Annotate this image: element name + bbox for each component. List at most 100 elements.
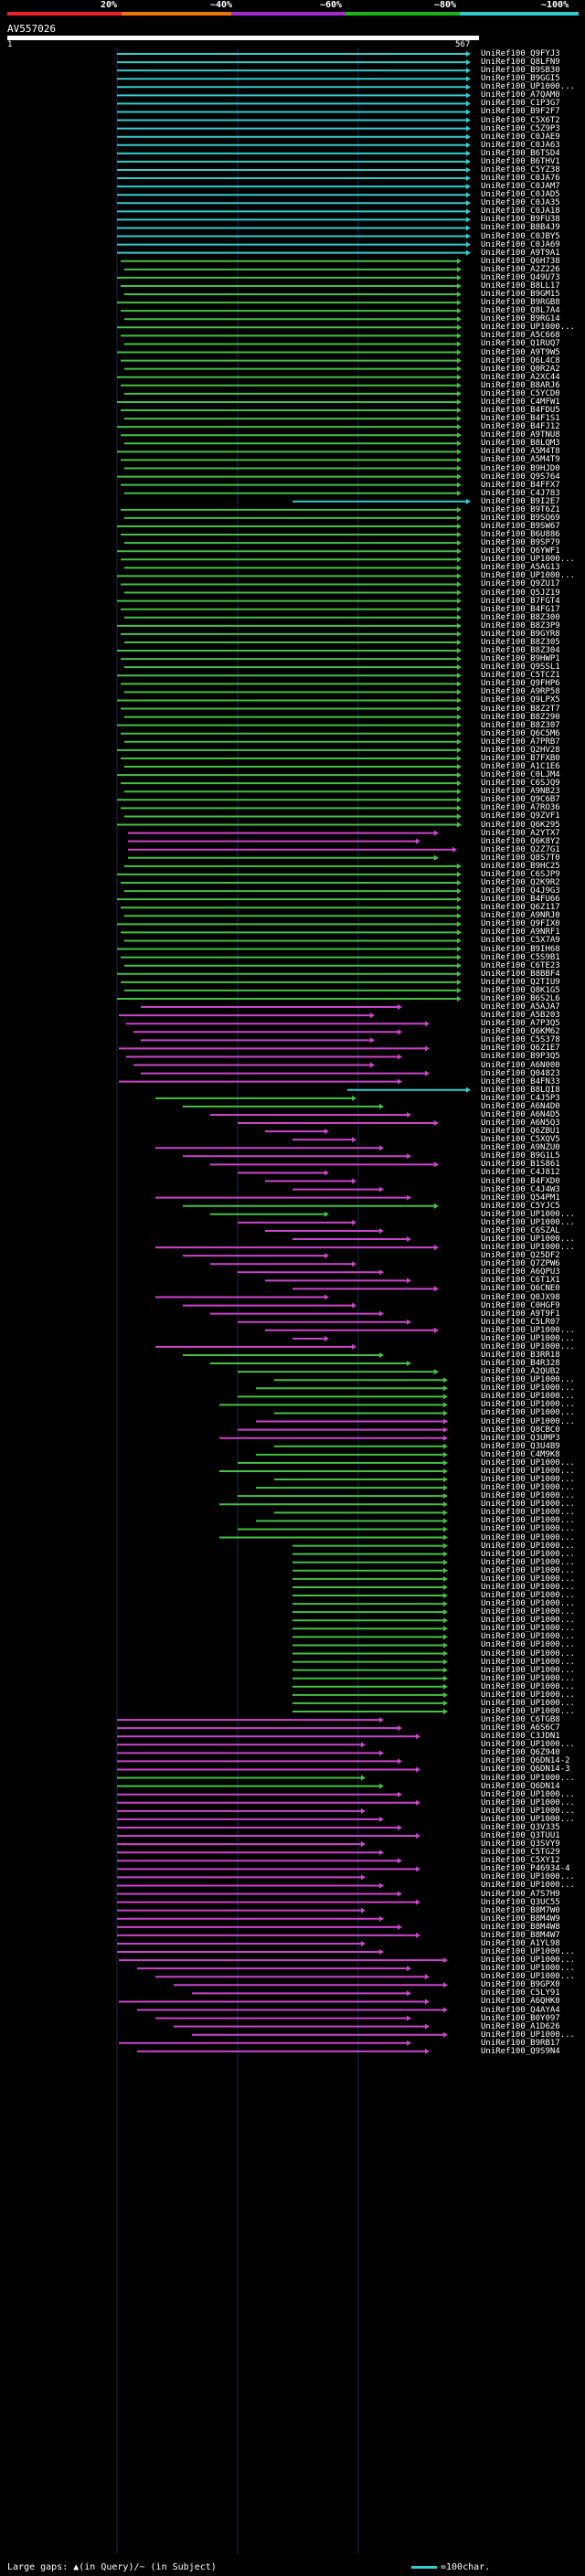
hit-label[interactable]: UniRef100_UP1000... <box>481 82 575 92</box>
hit-label[interactable]: UniRef100_B9RG14 <box>481 314 560 324</box>
hit-label[interactable]: UniRef100_A7RO36 <box>481 803 560 813</box>
hit-label[interactable]: UniRef100_C1P3G7 <box>481 99 560 109</box>
hit-label[interactable]: UniRef100_A2YTX7 <box>481 828 560 838</box>
hit-label[interactable]: UniRef100_Q9ZU17 <box>481 579 560 589</box>
hit-label[interactable]: UniRef100_C6TGB8 <box>481 1715 560 1725</box>
hit-label[interactable]: UniRef100_UP1000... <box>481 323 575 333</box>
hit-label[interactable]: UniRef100_A2Z226 <box>481 264 560 274</box>
hit-label[interactable]: UniRef100_A6N5Q3 <box>481 1118 560 1129</box>
hit-label[interactable]: UniRef100_Q3TUU1 <box>481 1831 560 1841</box>
hit-label[interactable]: UniRef100_Q6Z940 <box>481 1748 560 1758</box>
hit-label[interactable]: UniRef100_A6QPU3 <box>481 1267 560 1277</box>
hit-label[interactable]: UniRef100_B4FU66 <box>481 895 560 905</box>
hit-label[interactable]: UniRef100_C5YZ38 <box>481 164 560 175</box>
hit-label[interactable]: UniRef100_A6N000 <box>481 1060 560 1070</box>
hit-label[interactable]: UniRef100_Q2TIU9 <box>481 977 560 987</box>
hit-label[interactable]: UniRef100_Q3UMP3 <box>481 1433 560 1443</box>
hit-label[interactable]: UniRef100_Q54PM1 <box>481 1193 560 1203</box>
hit-label[interactable]: UniRef100_C5LY91 <box>481 1988 560 1998</box>
hit-label[interactable]: UniRef100_Q3U4B9 <box>481 1441 560 1451</box>
hit-label[interactable]: UniRef100_B8M7W0 <box>481 1905 560 1915</box>
hit-label[interactable]: UniRef100_C4M9K8 <box>481 1449 560 1459</box>
hit-label[interactable]: UniRef100_Q0JX98 <box>481 1292 560 1302</box>
hit-label[interactable]: UniRef100_UP1000... <box>481 1524 575 1534</box>
hit-label[interactable]: UniRef100_Q6L4C8 <box>481 355 560 366</box>
hit-label[interactable]: UniRef100_Q8LFN9 <box>481 58 560 68</box>
hit-label[interactable]: UniRef100_Q9S764 <box>481 472 560 482</box>
hit-label[interactable]: UniRef100_C5S9B1 <box>481 952 560 962</box>
hit-label[interactable]: UniRef100_A9TNU8 <box>481 430 560 440</box>
hit-label[interactable]: UniRef100_Q04823 <box>481 1068 560 1078</box>
hit-label[interactable]: UniRef100_Q49U73 <box>481 272 560 282</box>
hit-label[interactable]: UniRef100_Q9FIX0 <box>481 919 560 929</box>
hit-label[interactable]: UniRef100_UP1000... <box>481 1235 575 1244</box>
hit-label[interactable]: UniRef100_UP1000... <box>481 1341 575 1352</box>
hit-label[interactable]: UniRef100_UP1000... <box>481 1383 575 1394</box>
hit-label[interactable]: UniRef100_A5M4T8 <box>481 447 560 457</box>
hit-label[interactable]: UniRef100_UP1000... <box>481 1964 575 1974</box>
hit-label[interactable]: UniRef100_A9T9A1 <box>481 248 560 258</box>
hit-label[interactable]: UniRef100_Q6K8Y2 <box>481 836 560 846</box>
hit-label[interactable]: UniRef100_Q8K1G5 <box>481 985 560 995</box>
hit-label[interactable]: UniRef100_B9HJD0 <box>481 463 560 473</box>
hit-label[interactable]: UniRef100_A6QHK0 <box>481 1997 560 2007</box>
hit-label[interactable]: UniRef100_UP1000... <box>481 2030 575 2040</box>
hit-label[interactable]: UniRef100_UP1000... <box>481 1516 575 1526</box>
hit-label[interactable]: UniRef100_Q6ZBU1 <box>481 1127 560 1137</box>
hit-label[interactable]: UniRef100_UP1000... <box>481 1408 575 1418</box>
hit-label[interactable]: UniRef100_B3RR18 <box>481 1350 560 1360</box>
hit-label[interactable]: UniRef100_C4J4W3 <box>481 1184 560 1194</box>
hit-label[interactable]: UniRef100_UP1000... <box>481 1392 575 1402</box>
hit-label[interactable]: UniRef100_C0LJM4 <box>481 770 560 780</box>
hit-label[interactable]: UniRef100_UP1000... <box>481 1333 575 1343</box>
hit-label[interactable]: UniRef100_C0JAD5 <box>481 190 560 200</box>
hit-label[interactable]: UniRef100_Q2Z7G1 <box>481 844 560 854</box>
hit-label[interactable]: UniRef100_C5YCD0 <box>481 388 560 398</box>
hit-label[interactable]: UniRef100_B9GYR8 <box>481 629 560 639</box>
hit-label[interactable]: UniRef100_B9RB17 <box>481 2038 560 2048</box>
hit-label[interactable]: UniRef100_UP1000... <box>481 1209 575 1219</box>
hit-label[interactable]: UniRef100_B8B4J9 <box>481 223 560 233</box>
hit-label[interactable]: UniRef100_Q6Z1E7 <box>481 1044 560 1054</box>
hit-label[interactable]: UniRef100_C0HGF9 <box>481 1300 560 1310</box>
hit-label[interactable]: UniRef100_UP1000... <box>481 1416 575 1426</box>
hit-label[interactable]: UniRef100_UP1000... <box>481 1673 575 1683</box>
hit-label[interactable]: UniRef100_C4MFW1 <box>481 397 560 407</box>
hit-label[interactable]: UniRef100_A2QUB2 <box>481 1367 560 1377</box>
hit-label[interactable]: UniRef100_Q6DN14-3 <box>481 1765 570 1775</box>
hit-label[interactable]: UniRef100_B8LQM3 <box>481 439 560 449</box>
hit-label[interactable]: UniRef100_UP1000... <box>481 1500 575 1510</box>
hit-label[interactable]: UniRef100_B9I2E7 <box>481 496 560 506</box>
hit-label[interactable]: UniRef100_B8ARJ6 <box>481 380 560 390</box>
hit-label[interactable]: UniRef100_B7FGT4 <box>481 596 560 606</box>
hit-label[interactable]: UniRef100_Q9S9N4 <box>481 2046 560 2056</box>
hit-label[interactable]: UniRef100_Q8S7T0 <box>481 853 560 863</box>
hit-label[interactable]: UniRef100_Q2K9R2 <box>481 878 560 887</box>
hit-label[interactable]: UniRef100_C0JA69 <box>481 239 560 249</box>
hit-label[interactable]: UniRef100_A5AJA7 <box>481 1002 560 1012</box>
hit-label[interactable]: UniRef100_B9T6Z1 <box>481 504 560 514</box>
hit-label[interactable]: UniRef100_B6TSD4 <box>481 148 560 158</box>
hit-label[interactable]: UniRef100_UP1000... <box>481 1640 575 1650</box>
hit-label[interactable]: UniRef100_UP1000... <box>481 1632 575 1642</box>
hit-label[interactable]: UniRef100_B4F1S1 <box>481 414 560 424</box>
hit-label[interactable]: UniRef100_Q6Z117 <box>481 903 560 913</box>
hit-label[interactable]: UniRef100_B8Z2T7 <box>481 704 560 714</box>
hit-label[interactable]: UniRef100_Q7ZPW6 <box>481 1259 560 1269</box>
hit-label[interactable]: UniRef100_B8LL17 <box>481 281 560 291</box>
hit-label[interactable]: UniRef100_A5AG13 <box>481 563 560 573</box>
hit-label[interactable]: UniRef100_C4J783 <box>481 488 560 498</box>
hit-label[interactable]: UniRef100_A6S6C7 <box>481 1723 560 1733</box>
hit-label[interactable]: UniRef100_UP1000... <box>481 1806 575 1816</box>
hit-label[interactable]: UniRef100_Q6KM62 <box>481 1027 560 1037</box>
hit-label[interactable]: UniRef100_C0JAE9 <box>481 132 560 142</box>
hit-label[interactable]: UniRef100_A7S7H9 <box>481 1889 560 1899</box>
hit-label[interactable]: UniRef100_UP1000... <box>481 1698 575 1708</box>
hit-label[interactable]: UniRef100_UP1000... <box>481 1549 575 1559</box>
hit-label[interactable]: UniRef100_B0Y097 <box>481 2013 560 2023</box>
hit-label[interactable]: UniRef100_B4FFX7 <box>481 480 560 490</box>
hit-label[interactable]: UniRef100_UP1000... <box>481 1956 575 1966</box>
hit-label[interactable]: UniRef100_A7P3Q5 <box>481 1019 560 1029</box>
hit-label[interactable]: UniRef100_Q9FHP6 <box>481 679 560 689</box>
hit-label[interactable]: UniRef100_C6SJQ9 <box>481 779 560 789</box>
